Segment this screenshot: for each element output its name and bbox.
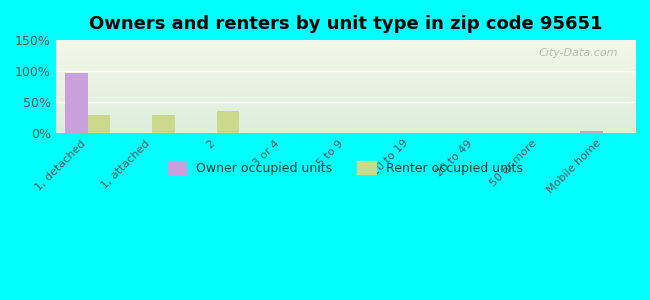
Bar (88, 115, 110, 133)
Bar (152, 115, 175, 133)
Bar (66, 73, 88, 133)
Title: Owners and renters by unit type in zip code 95651: Owners and renters by unit type in zip c… (88, 15, 602, 33)
Bar (580, 131, 603, 133)
Text: City-Data.com: City-Data.com (538, 48, 617, 58)
Bar (216, 111, 239, 133)
Legend: Owner occupied units, Renter occupied units: Owner occupied units, Renter occupied un… (161, 155, 529, 181)
